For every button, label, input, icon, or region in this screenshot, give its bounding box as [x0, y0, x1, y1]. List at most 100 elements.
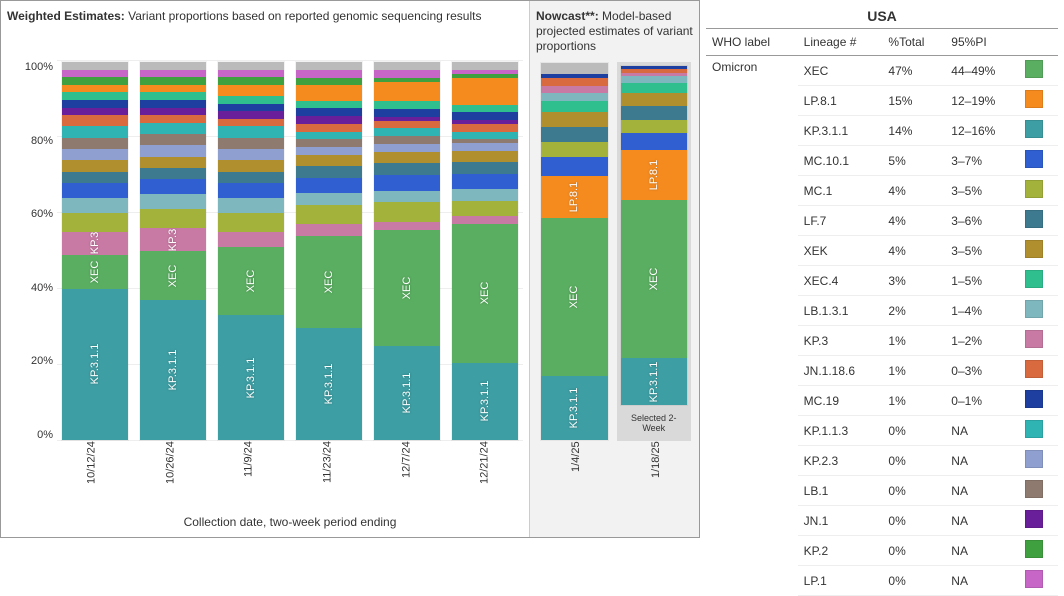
bar-segment[interactable]: KP.3.1.1 [218, 315, 284, 440]
bar-segment[interactable]: XEC [296, 236, 362, 329]
bar-segment[interactable] [62, 85, 128, 93]
bar-segment[interactable] [296, 78, 362, 86]
bar-segment[interactable] [296, 193, 362, 205]
bar-segment[interactable] [296, 70, 362, 78]
bar-segment[interactable] [452, 201, 518, 216]
bar-segment[interactable] [218, 198, 284, 213]
bar-segment[interactable] [218, 119, 284, 127]
bar-segment[interactable] [140, 100, 206, 108]
bar-segment[interactable]: LP.8.1 [621, 150, 688, 200]
bar-column[interactable]: KP.3.1.1XEC [217, 61, 285, 441]
bar-segment[interactable] [218, 70, 284, 78]
bar-segment[interactable] [621, 120, 688, 133]
bar-segment[interactable] [140, 179, 206, 194]
bar-segment[interactable]: XEC [452, 224, 518, 363]
bar-segment[interactable] [140, 62, 206, 70]
bar-segment[interactable] [541, 78, 608, 86]
bar-segment[interactable] [296, 116, 362, 124]
bar-segment[interactable] [374, 128, 440, 136]
bar-segment[interactable] [374, 152, 440, 164]
bar-segment[interactable] [218, 213, 284, 232]
bar-segment[interactable] [218, 62, 284, 70]
bar-segment[interactable] [296, 166, 362, 178]
bar-segment[interactable] [218, 96, 284, 104]
bar-column[interactable]: KP.3.1.1XEC [373, 61, 441, 441]
bar-segment[interactable]: KP.3.1.1 [296, 328, 362, 440]
bar-segment[interactable] [218, 160, 284, 171]
bar-segment[interactable] [374, 109, 440, 117]
bar-segment[interactable] [140, 209, 206, 228]
bar-segment[interactable] [452, 139, 518, 143]
bar-segment[interactable] [374, 175, 440, 191]
bar-segment[interactable] [452, 120, 518, 124]
bar-column[interactable]: KP.3.1.1XECKP.3 [139, 61, 207, 441]
bar-segment[interactable] [140, 145, 206, 156]
bar-segment[interactable] [452, 216, 518, 224]
bar-segment[interactable] [62, 92, 128, 100]
bar-segment[interactable] [296, 155, 362, 167]
bar-segment[interactable]: XEC [541, 218, 608, 376]
bar-segment[interactable] [374, 82, 440, 101]
bar-segment[interactable] [140, 168, 206, 179]
bar-segment[interactable] [296, 224, 362, 236]
bar-segment[interactable] [218, 183, 284, 198]
bar-segment[interactable] [218, 138, 284, 149]
bar-column[interactable]: KP.3.1.1XECKP.3 [61, 61, 129, 441]
bar-segment[interactable] [296, 147, 362, 155]
bar-segment[interactable]: KP.3.1.1 [541, 376, 608, 440]
bar-segment[interactable] [452, 78, 518, 105]
bar-segment[interactable] [374, 101, 440, 109]
bar-segment[interactable] [541, 142, 608, 157]
bar-segment[interactable] [62, 108, 128, 116]
bar-segment[interactable] [374, 117, 440, 121]
bar-segment[interactable] [621, 93, 688, 106]
bar-segment[interactable] [541, 112, 608, 127]
bar-segment[interactable] [541, 74, 608, 78]
bar-segment[interactable] [452, 151, 518, 163]
bar-segment[interactable] [452, 62, 518, 70]
bar-segment[interactable] [541, 86, 608, 94]
bar-segment[interactable] [140, 115, 206, 123]
bar-segment[interactable]: XEC [62, 255, 128, 289]
bar-segment[interactable] [140, 134, 206, 145]
bar-segment[interactable] [374, 78, 440, 82]
bar-segment[interactable] [218, 111, 284, 119]
bar-segment[interactable]: KP.3 [140, 228, 206, 251]
bar-segment[interactable] [62, 62, 128, 70]
bar-segment[interactable]: XEC [374, 230, 440, 347]
bar-segment[interactable] [140, 194, 206, 209]
bar-segment[interactable] [452, 132, 518, 140]
bar-segment[interactable] [452, 162, 518, 174]
bar-segment[interactable] [218, 126, 284, 137]
bar-segment[interactable] [218, 104, 284, 112]
bar-segment[interactable] [296, 124, 362, 132]
bar-column[interactable]: KP.3.1.1XECLP.8.1 [540, 62, 609, 441]
bar-segment[interactable] [140, 77, 206, 85]
bar-segment[interactable] [296, 62, 362, 70]
bar-segment[interactable]: LP.8.1 [541, 176, 608, 217]
bar-segment[interactable] [374, 191, 440, 203]
bar-segment[interactable] [140, 85, 206, 93]
bar-segment[interactable] [140, 157, 206, 168]
bar-segment[interactable] [374, 70, 440, 78]
bar-segment[interactable]: KP.3 [62, 232, 128, 255]
bar-segment[interactable] [621, 69, 688, 72]
bar-segment[interactable] [296, 108, 362, 116]
bar-segment[interactable] [296, 205, 362, 224]
bar-segment[interactable] [62, 100, 128, 108]
bar-segment[interactable] [296, 132, 362, 140]
bar-segment[interactable] [62, 183, 128, 198]
bar-segment[interactable] [140, 123, 206, 134]
bar-segment[interactable] [374, 121, 440, 129]
bar-segment[interactable] [62, 115, 128, 126]
bar-segment[interactable]: XEC [621, 200, 688, 358]
bar-segment[interactable] [218, 232, 284, 247]
bar-segment[interactable] [62, 149, 128, 160]
bar-segment[interactable] [62, 213, 128, 232]
bar-segment[interactable] [541, 101, 608, 112]
bar-segment[interactable] [374, 144, 440, 152]
bar-column[interactable]: KP.3.1.1XEC [295, 61, 363, 441]
bar-segment[interactable] [452, 112, 518, 120]
bar-segment[interactable] [62, 172, 128, 183]
bar-segment[interactable]: KP.3.1.1 [62, 289, 128, 440]
